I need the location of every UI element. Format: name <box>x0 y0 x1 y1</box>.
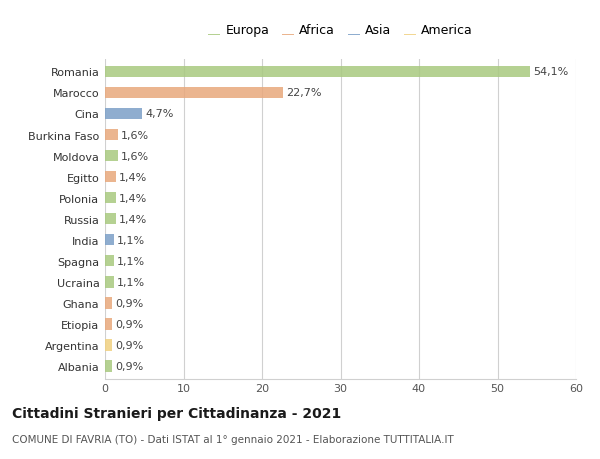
Text: 54,1%: 54,1% <box>533 67 568 77</box>
Bar <box>105 192 116 204</box>
Text: 0,9%: 0,9% <box>115 340 143 350</box>
Bar <box>105 88 283 99</box>
Text: 0,9%: 0,9% <box>115 319 143 329</box>
Bar <box>105 255 113 267</box>
Text: 1,1%: 1,1% <box>117 256 145 266</box>
Text: 0,9%: 0,9% <box>115 361 143 371</box>
Text: COMUNE DI FAVRIA (TO) - Dati ISTAT al 1° gennaio 2021 - Elaborazione TUTTITALIA.: COMUNE DI FAVRIA (TO) - Dati ISTAT al 1°… <box>12 434 454 444</box>
Bar <box>105 67 530 78</box>
Bar <box>105 213 116 225</box>
Text: 1,6%: 1,6% <box>121 130 149 140</box>
Text: 22,7%: 22,7% <box>286 88 322 98</box>
Text: 1,6%: 1,6% <box>121 151 149 161</box>
Text: 4,7%: 4,7% <box>145 109 173 119</box>
Bar <box>105 276 113 288</box>
Text: 1,1%: 1,1% <box>117 277 145 287</box>
Bar <box>105 151 118 162</box>
Bar <box>105 171 116 183</box>
Legend: Europa, Africa, Asia, America: Europa, Africa, Asia, America <box>208 24 473 37</box>
Bar <box>105 339 112 351</box>
Text: 1,4%: 1,4% <box>119 214 148 224</box>
Bar <box>105 297 112 309</box>
Text: 0,9%: 0,9% <box>115 298 143 308</box>
Bar <box>105 235 113 246</box>
Bar <box>105 319 112 330</box>
Bar <box>105 108 142 120</box>
Bar <box>105 360 112 372</box>
Text: Cittadini Stranieri per Cittadinanza - 2021: Cittadini Stranieri per Cittadinanza - 2… <box>12 406 341 420</box>
Bar <box>105 129 118 141</box>
Text: 1,4%: 1,4% <box>119 172 148 182</box>
Text: 1,4%: 1,4% <box>119 193 148 203</box>
Text: 1,1%: 1,1% <box>117 235 145 245</box>
